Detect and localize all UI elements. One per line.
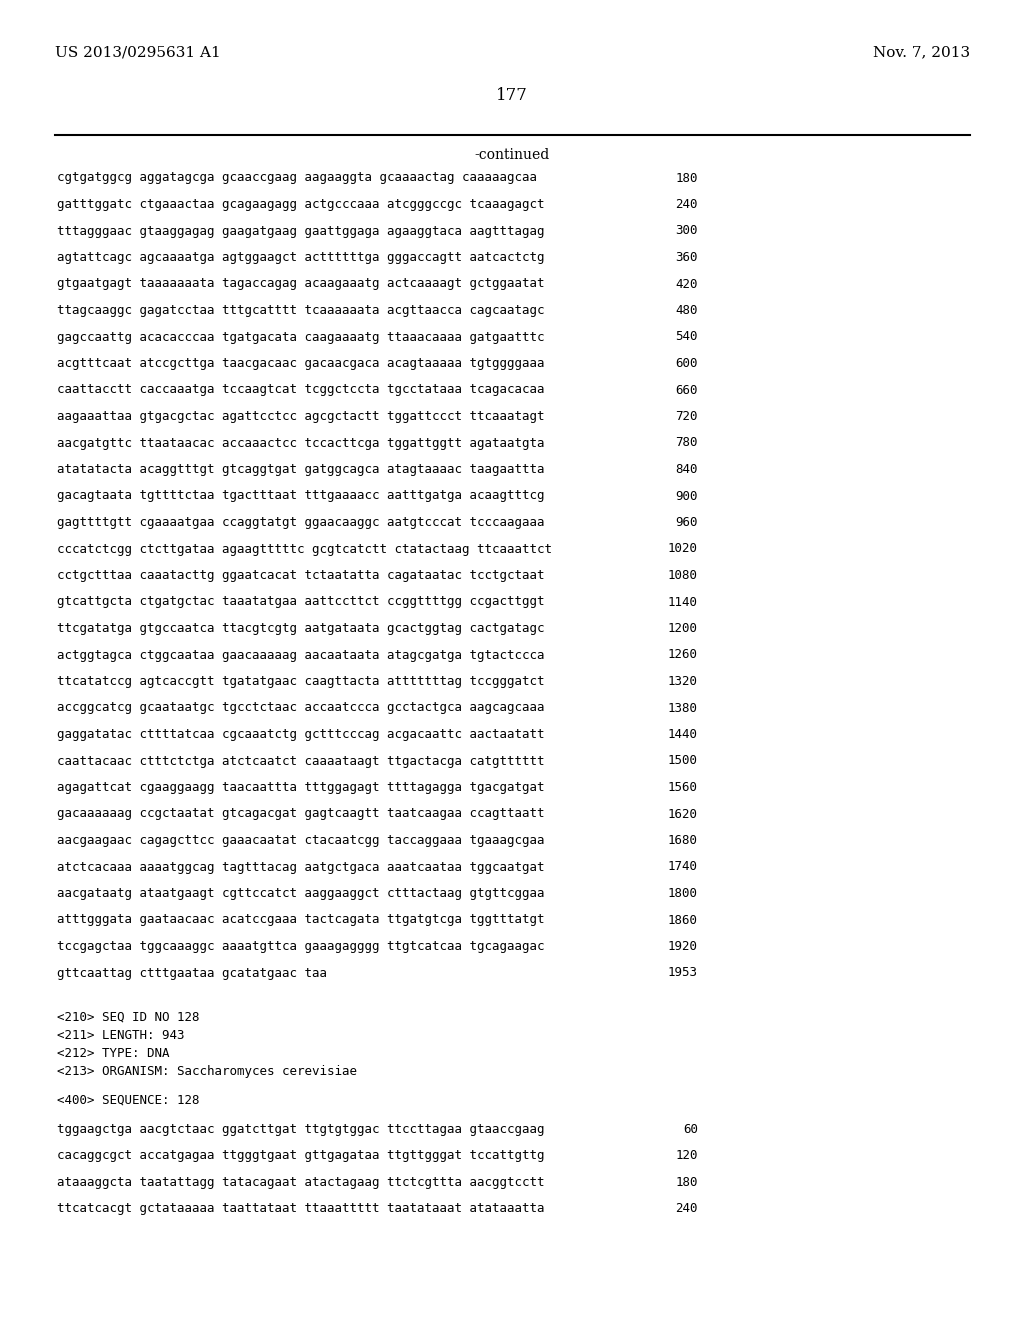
Text: 1380: 1380 <box>668 701 698 714</box>
Text: aacgatgttc ttaataacac accaaactcc tccacttcga tggattggtt agataatgta: aacgatgttc ttaataacac accaaactcc tccactt… <box>57 437 545 450</box>
Text: gacaaaaaag ccgctaatat gtcagacgat gagtcaagtt taatcaagaa ccagttaatt: gacaaaaaag ccgctaatat gtcagacgat gagtcaa… <box>57 808 545 821</box>
Text: 1440: 1440 <box>668 729 698 741</box>
Text: <211> LENGTH: 943: <211> LENGTH: 943 <box>57 1030 184 1041</box>
Text: caattacctt caccaaatga tccaagtcat tcggctccta tgcctataaa tcagacacaa: caattacctt caccaaatga tccaagtcat tcggctc… <box>57 384 545 396</box>
Text: 1320: 1320 <box>668 675 698 688</box>
Text: gtcattgcta ctgatgctac taaatatgaa aattccttct ccggttttgg ccgacttggt: gtcattgcta ctgatgctac taaatatgaa aattcct… <box>57 595 545 609</box>
Text: accggcatcg gcaataatgc tgcctctaac accaatccca gcctactgca aagcagcaaa: accggcatcg gcaataatgc tgcctctaac accaatc… <box>57 701 545 714</box>
Text: 420: 420 <box>676 277 698 290</box>
Text: gtgaatgagt taaaaaaata tagaccagag acaagaaatg actcaaaagt gctggaatat: gtgaatgagt taaaaaaata tagaccagag acaagaa… <box>57 277 545 290</box>
Text: 177: 177 <box>496 87 528 103</box>
Text: 1140: 1140 <box>668 595 698 609</box>
Text: 1680: 1680 <box>668 834 698 847</box>
Text: actggtagca ctggcaataa gaacaaaaag aacaataata atagcgatga tgtactccca: actggtagca ctggcaataa gaacaaaaag aacaata… <box>57 648 545 661</box>
Text: 660: 660 <box>676 384 698 396</box>
Text: 1860: 1860 <box>668 913 698 927</box>
Text: ttagcaaggc gagatcctaa tttgcatttt tcaaaaaata acgttaacca cagcaatagc: ttagcaaggc gagatcctaa tttgcatttt tcaaaaa… <box>57 304 545 317</box>
Text: atatatacta acaggtttgt gtcaggtgat gatggcagca atagtaaaac taagaattta: atatatacta acaggtttgt gtcaggtgat gatggca… <box>57 463 545 477</box>
Text: -continued: -continued <box>474 148 550 162</box>
Text: acgtttcaat atccgcttga taacgacaac gacaacgaca acagtaaaaa tgtggggaaa: acgtttcaat atccgcttga taacgacaac gacaacg… <box>57 356 545 370</box>
Text: <210> SEQ ID NO 128: <210> SEQ ID NO 128 <box>57 1011 200 1024</box>
Text: 1953: 1953 <box>668 966 698 979</box>
Text: aacgaagaac cagagcttcc gaaacaatat ctacaatcgg taccaggaaa tgaaagcgaa: aacgaagaac cagagcttcc gaaacaatat ctacaat… <box>57 834 545 847</box>
Text: agtattcagc agcaaaatga agtggaagct acttttttga gggaccagtt aatcactctg: agtattcagc agcaaaatga agtggaagct acttttt… <box>57 251 545 264</box>
Text: cctgctttaa caaatacttg ggaatcacat tctaatatta cagataatac tcctgctaat: cctgctttaa caaatacttg ggaatcacat tctaata… <box>57 569 545 582</box>
Text: atctcacaaa aaaatggcag tagtttacag aatgctgaca aaatcaataa tggcaatgat: atctcacaaa aaaatggcag tagtttacag aatgctg… <box>57 861 545 874</box>
Text: 1200: 1200 <box>668 622 698 635</box>
Text: tggaagctga aacgtctaac ggatcttgat ttgtgtggac ttccttagaa gtaaccgaag: tggaagctga aacgtctaac ggatcttgat ttgtgtg… <box>57 1122 545 1135</box>
Text: 1080: 1080 <box>668 569 698 582</box>
Text: <212> TYPE: DNA: <212> TYPE: DNA <box>57 1047 170 1060</box>
Text: 240: 240 <box>676 1203 698 1216</box>
Text: 900: 900 <box>676 490 698 503</box>
Text: tttagggaac gtaaggagag gaagatgaag gaattggaga agaaggtaca aagtttagag: tttagggaac gtaaggagag gaagatgaag gaattgg… <box>57 224 545 238</box>
Text: aagaaattaa gtgacgctac agattcctcc agcgctactt tggattccct ttcaaatagt: aagaaattaa gtgacgctac agattcctcc agcgcta… <box>57 411 545 422</box>
Text: 1740: 1740 <box>668 861 698 874</box>
Text: 840: 840 <box>676 463 698 477</box>
Text: tccgagctaa tggcaaaggc aaaatgttca gaaagagggg ttgtcatcaa tgcagaagac: tccgagctaa tggcaaaggc aaaatgttca gaaagag… <box>57 940 545 953</box>
Text: 1800: 1800 <box>668 887 698 900</box>
Text: 1920: 1920 <box>668 940 698 953</box>
Text: cacaggcgct accatgagaa ttgggtgaat gttgagataa ttgttgggat tccattgttg: cacaggcgct accatgagaa ttgggtgaat gttgaga… <box>57 1150 545 1162</box>
Text: ttcatatccg agtcaccgtt tgatatgaac caagttacta atttttttag tccgggatct: ttcatatccg agtcaccgtt tgatatgaac caagtta… <box>57 675 545 688</box>
Text: gacagtaata tgttttctaa tgactttaat tttgaaaacc aatttgatga acaagtttcg: gacagtaata tgttttctaa tgactttaat tttgaaa… <box>57 490 545 503</box>
Text: <213> ORGANISM: Saccharomyces cerevisiae: <213> ORGANISM: Saccharomyces cerevisiae <box>57 1065 357 1078</box>
Text: gatttggatc ctgaaactaa gcagaagagg actgcccaaa atcgggccgc tcaaagagct: gatttggatc ctgaaactaa gcagaagagg actgccc… <box>57 198 545 211</box>
Text: 1560: 1560 <box>668 781 698 795</box>
Text: caattacaac ctttctctga atctcaatct caaaataagt ttgactacga catgtttttt: caattacaac ctttctctga atctcaatct caaaata… <box>57 755 545 767</box>
Text: 1020: 1020 <box>668 543 698 556</box>
Text: agagattcat cgaaggaagg taacaattta tttggagagt ttttagagga tgacgatgat: agagattcat cgaaggaagg taacaattta tttggag… <box>57 781 545 795</box>
Text: cccatctcgg ctcttgataa agaagtttttc gcgtcatctt ctatactaag ttcaaattct: cccatctcgg ctcttgataa agaagtttttc gcgtca… <box>57 543 552 556</box>
Text: ttcgatatga gtgccaatca ttacgtcgtg aatgataata gcactggtag cactgatagc: ttcgatatga gtgccaatca ttacgtcgtg aatgata… <box>57 622 545 635</box>
Text: ataaaggcta taatattagg tatacagaat atactagaag ttctcgttta aacggtcctt: ataaaggcta taatattagg tatacagaat atactag… <box>57 1176 545 1188</box>
Text: Nov. 7, 2013: Nov. 7, 2013 <box>872 45 970 59</box>
Text: gttcaattag ctttgaataa gcatatgaac taa: gttcaattag ctttgaataa gcatatgaac taa <box>57 966 327 979</box>
Text: 960: 960 <box>676 516 698 529</box>
Text: 300: 300 <box>676 224 698 238</box>
Text: US 2013/0295631 A1: US 2013/0295631 A1 <box>55 45 221 59</box>
Text: cgtgatggcg aggatagcga gcaaccgaag aagaaggta gcaaaactag caaaaagcaa: cgtgatggcg aggatagcga gcaaccgaag aagaagg… <box>57 172 537 185</box>
Text: 180: 180 <box>676 1176 698 1188</box>
Text: 180: 180 <box>676 172 698 185</box>
Text: gagttttgtt cgaaaatgaa ccaggtatgt ggaacaaggc aatgtcccat tcccaagaaa: gagttttgtt cgaaaatgaa ccaggtatgt ggaacaa… <box>57 516 545 529</box>
Text: 120: 120 <box>676 1150 698 1162</box>
Text: 1260: 1260 <box>668 648 698 661</box>
Text: gagccaattg acacacccaa tgatgacata caagaaaatg ttaaacaaaa gatgaatttc: gagccaattg acacacccaa tgatgacata caagaaa… <box>57 330 545 343</box>
Text: 360: 360 <box>676 251 698 264</box>
Text: ttcatcacgt gctataaaaa taattataat ttaaattttt taatataaat atataaatta: ttcatcacgt gctataaaaa taattataat ttaaatt… <box>57 1203 545 1216</box>
Text: 720: 720 <box>676 411 698 422</box>
Text: 540: 540 <box>676 330 698 343</box>
Text: <400> SEQUENCE: 128: <400> SEQUENCE: 128 <box>57 1094 200 1106</box>
Text: 480: 480 <box>676 304 698 317</box>
Text: 240: 240 <box>676 198 698 211</box>
Text: aacgataatg ataatgaagt cgttccatct aaggaaggct ctttactaag gtgttcggaa: aacgataatg ataatgaagt cgttccatct aaggaag… <box>57 887 545 900</box>
Text: 1500: 1500 <box>668 755 698 767</box>
Text: 60: 60 <box>683 1122 698 1135</box>
Text: atttgggata gaataacaac acatccgaaa tactcagata ttgatgtcga tggtttatgt: atttgggata gaataacaac acatccgaaa tactcag… <box>57 913 545 927</box>
Text: 600: 600 <box>676 356 698 370</box>
Text: 780: 780 <box>676 437 698 450</box>
Text: gaggatatac cttttatcaa cgcaaatctg gctttcccag acgacaattc aactaatatt: gaggatatac cttttatcaa cgcaaatctg gctttcc… <box>57 729 545 741</box>
Text: 1620: 1620 <box>668 808 698 821</box>
